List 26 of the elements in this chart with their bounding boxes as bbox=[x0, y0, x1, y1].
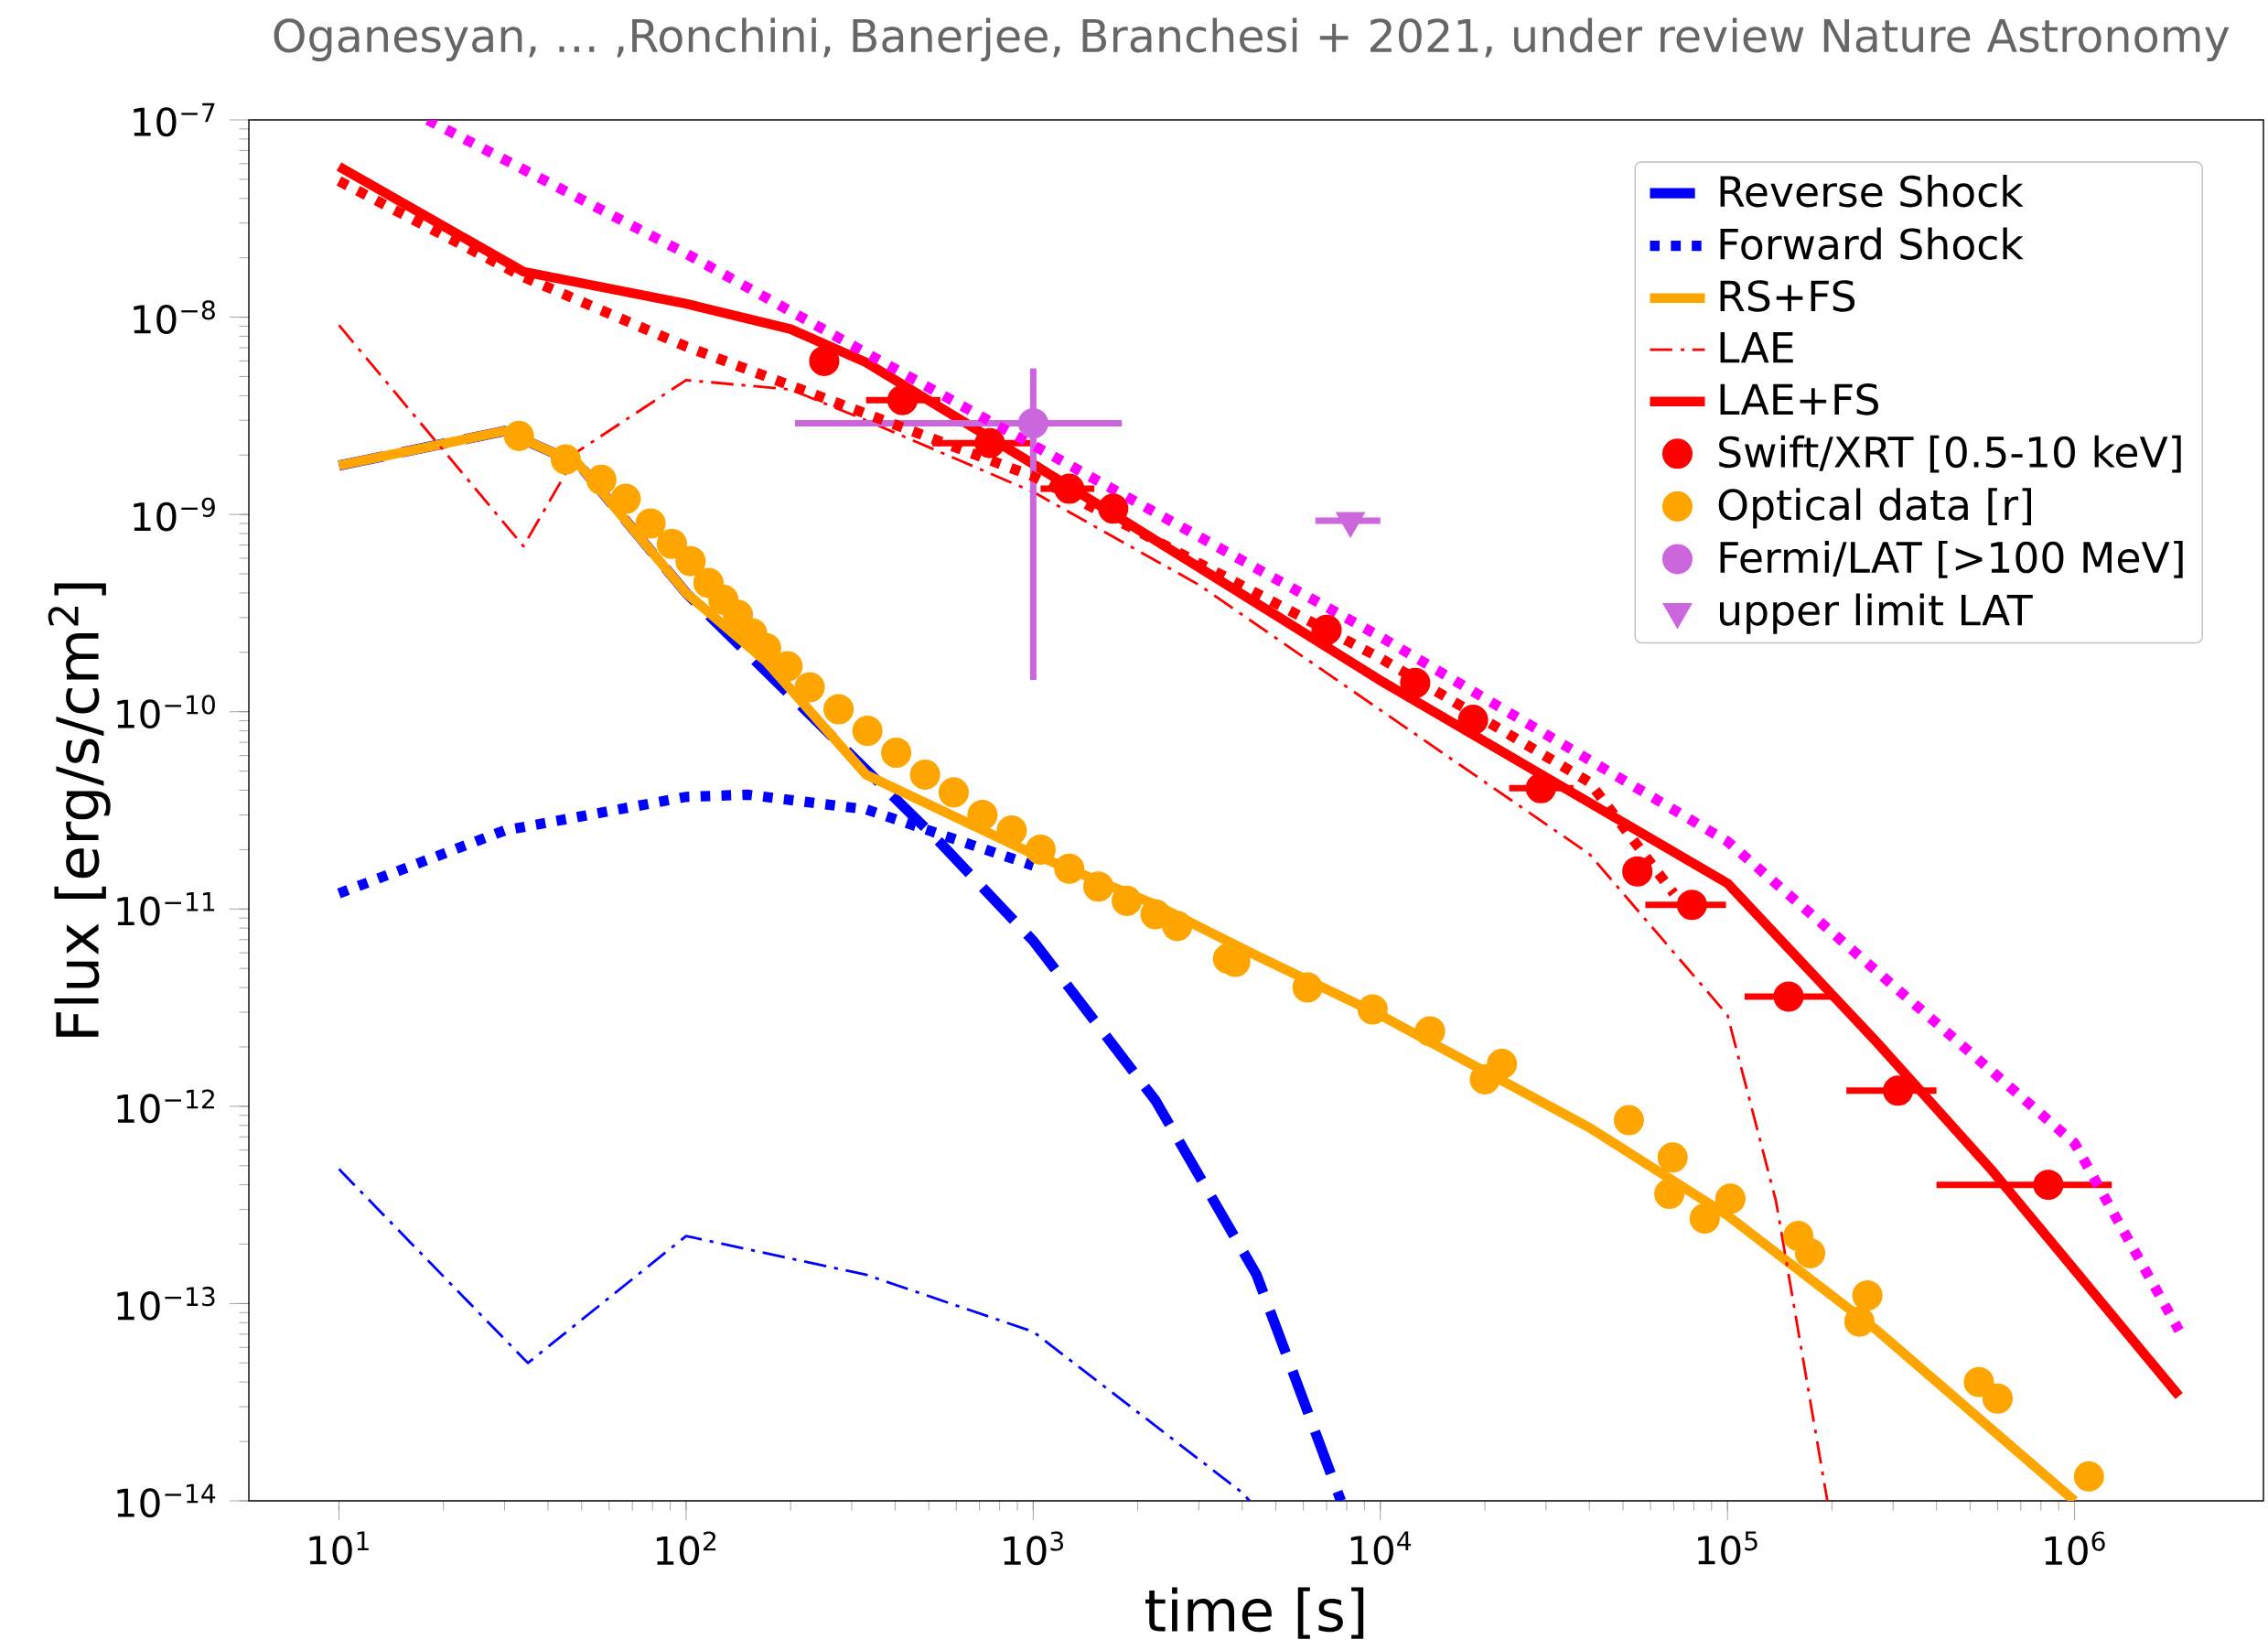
legend-label: Fermi/LAT [>100 MeV] bbox=[1720, 541, 2183, 578]
legend-label: Forward Shock bbox=[1720, 227, 2024, 261]
y-tick-label: 10$^{−14}$ bbox=[117, 1484, 216, 1518]
y-tick-label: 10$^{−9}$ bbox=[134, 498, 215, 532]
legend-label: Reverse Shock bbox=[1720, 175, 2024, 208]
legend-label: LAE+FS bbox=[1720, 383, 1878, 415]
y-tick-label: 10$^{−13}$ bbox=[117, 1287, 215, 1321]
y-tick-label: 10$^{−10}$ bbox=[117, 695, 215, 729]
x-tick-label: 10$^{3}$ bbox=[1004, 1531, 1064, 1566]
y-tick-label: 10$^{−7}$ bbox=[134, 103, 215, 137]
legend-label: upper limit LAT bbox=[1719, 593, 2033, 634]
text: Oganesyan, … ,Ronchini, Banerjee, Branchesi + 2021, under review Nature Astronomy bbox=[274, 17, 2230, 62]
x-tick-label: 10$^{5}$ bbox=[1698, 1531, 1757, 1566]
x-tick-label: 10$^{4}$ bbox=[1350, 1531, 1412, 1566]
x-tick-label: 10$^{1}$ bbox=[309, 1531, 369, 1566]
legend-label: RS+FS bbox=[1720, 280, 1855, 312]
legend-label: Swift/XRT [0.5-10 keV] bbox=[1719, 436, 2181, 473]
y-tick-label: 10$^{−8}$ bbox=[134, 300, 215, 335]
y-tick-label: 10$^{−11}$ bbox=[117, 892, 215, 926]
legend-label: Optical data [r] bbox=[1718, 488, 2031, 529]
y-axis-title: Flux [erg/s/cm$^{2}$] bbox=[48, 583, 111, 1037]
y-tick-label: 10$^{−12}$ bbox=[117, 1089, 214, 1124]
legend-label: LAE bbox=[1720, 332, 1793, 363]
x-axis-title: time [s] bbox=[1145, 1587, 1364, 1640]
x-tick-label: 10$^{2}$ bbox=[656, 1531, 715, 1566]
x-tick-label: 10$^{6}$ bbox=[2045, 1531, 2105, 1566]
